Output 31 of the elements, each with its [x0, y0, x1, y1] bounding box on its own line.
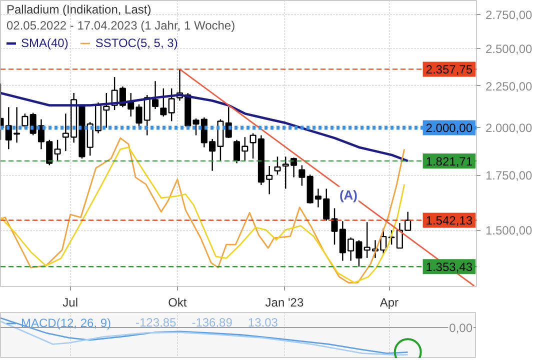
legend-label: SMA(40) — [21, 36, 68, 50]
candlestick — [274, 156, 281, 176]
candlestick — [54, 139, 61, 162]
legend-label: SSTOC(5, 5, 3) — [95, 36, 178, 50]
y-tick-label: 2.000,00 — [486, 121, 533, 136]
annotation: -123,85 — [136, 316, 177, 330]
x-tick-label: Okt — [168, 296, 188, 310]
ref-line-label: 1.821,71 — [426, 154, 473, 168]
chart-title: Palladium (Indikation, Last) — [6, 2, 152, 16]
annotation: 13,03 — [248, 316, 278, 330]
x-tick-label: Apr — [380, 296, 399, 310]
ref-line-label: 1.353,43 — [426, 260, 473, 274]
y-tick-label: 2.250,00 — [486, 79, 533, 94]
annotation: 0,00 — [449, 320, 473, 335]
annotation: -136,89 — [192, 316, 233, 330]
x-tick-label: Jul — [62, 296, 78, 310]
legend-label: MACD(12, 26, 9) — [21, 316, 112, 330]
x-tick-label: Jan '23 — [265, 296, 304, 310]
y-tick-label: 2.500,00 — [486, 42, 533, 56]
annotation: (A) — [339, 188, 358, 203]
line-series — [0, 92, 410, 162]
candlestick — [298, 164, 306, 186]
ref-line-label: 1.542,13 — [426, 214, 473, 228]
text: 02.05.2022 - 17.04.2023 (1 Jahr, 1 Woche) — [6, 18, 236, 32]
y-tick-label: 2.750,00 — [486, 8, 533, 22]
y-tick-label: 1.750,00 — [486, 168, 533, 183]
y-tick-label: 1.500,00 — [486, 224, 533, 238]
ref-line-label: 2.357,75 — [426, 62, 473, 77]
candlestick — [168, 88, 175, 122]
ref-line-label: 2.000,00 — [426, 121, 473, 136]
candlestick — [160, 88, 167, 118]
